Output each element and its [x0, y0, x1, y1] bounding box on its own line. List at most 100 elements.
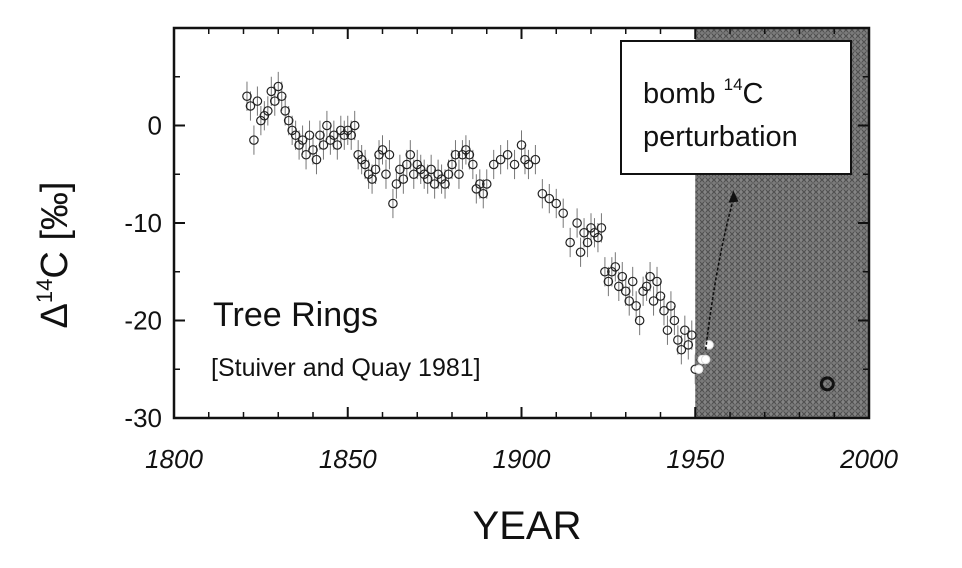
data-point [252, 96, 263, 106]
data-point [523, 159, 534, 170]
data-point [370, 164, 381, 175]
data-point [659, 305, 669, 316]
data-point [666, 301, 676, 311]
y-axis-title-superscript: 14 [32, 279, 57, 303]
citation-label: [Stuiver and Quay 1981] [211, 354, 481, 382]
data-point [464, 149, 475, 160]
data-point [412, 159, 423, 170]
data-point [391, 179, 402, 189]
data-point [377, 145, 388, 155]
data-point [353, 149, 363, 160]
data-point [332, 140, 343, 150]
data-point [461, 145, 471, 155]
data-point [301, 149, 311, 160]
data-point [335, 125, 346, 136]
data-point [440, 179, 450, 189]
data-point [415, 164, 426, 175]
data-point [450, 149, 461, 160]
bomb-data-point [700, 354, 711, 365]
annotation-box-line1: bomb 14C [643, 75, 763, 110]
data-point [454, 169, 464, 180]
x-tick-label: 2000 [839, 444, 898, 474]
x-tick-label: 1800 [145, 444, 203, 474]
x-tick-label: 1950 [666, 444, 724, 474]
data-point [311, 154, 322, 165]
annotation-box-c-text: C [743, 78, 764, 110]
data-point [537, 188, 548, 199]
bomb-arrow [704, 190, 739, 350]
data-point [572, 218, 582, 228]
bomb-data-point [694, 364, 704, 374]
series-label: Tree Rings [213, 296, 378, 334]
data-point [349, 120, 360, 131]
data-point [530, 154, 541, 165]
data-point [405, 149, 416, 160]
error-bars [246, 71, 696, 384]
annotation-box-superscript: 14 [724, 75, 743, 94]
data-point [575, 247, 586, 258]
data-point [297, 135, 308, 145]
data-point [318, 140, 329, 150]
data-point [686, 330, 697, 340]
y-tick-label: -30 [124, 403, 162, 433]
data-point [280, 106, 290, 116]
data-point [603, 276, 614, 287]
data-point [283, 115, 294, 126]
data-point [607, 266, 617, 277]
data-point [433, 169, 443, 180]
data-point [287, 125, 297, 136]
data-point [652, 276, 662, 287]
y-axis-title-delta: Δ [34, 303, 76, 328]
y-tick-labels: -30 -20 -10 0 [124, 111, 162, 434]
data-point [669, 315, 680, 326]
data-point [474, 179, 485, 189]
data-point [509, 159, 520, 170]
data-point [680, 325, 690, 336]
data-point [422, 174, 433, 184]
data-point [627, 276, 638, 287]
data-point [388, 198, 398, 209]
data-point [641, 281, 652, 292]
data-point [676, 344, 687, 355]
data-point [408, 169, 419, 180]
data-point [586, 223, 596, 233]
data-point [610, 262, 621, 272]
modern-data-point [819, 376, 835, 392]
data-point [419, 169, 429, 180]
data-point [596, 223, 607, 233]
data-point [613, 281, 624, 292]
data-point [429, 179, 440, 189]
data-point [662, 325, 673, 336]
data-point [638, 286, 648, 297]
data-point [471, 184, 482, 194]
data-point [360, 159, 370, 170]
data-point [381, 169, 391, 180]
x-tick-label: 1900 [493, 444, 551, 474]
data-point [402, 159, 412, 170]
data-point [624, 296, 635, 306]
y-axis-title-main: C [‰] [34, 182, 76, 279]
data-point [290, 130, 301, 141]
data-point [648, 296, 659, 306]
data-point [294, 140, 304, 150]
data-point [634, 315, 645, 326]
data-point [620, 286, 631, 297]
data-point [617, 271, 628, 282]
x-axis-title: YEAR [473, 504, 582, 548]
data-point [263, 106, 273, 116]
data-point [308, 145, 318, 155]
data-point [481, 179, 492, 189]
data-point [259, 110, 270, 121]
data-point [478, 188, 489, 199]
data-point [384, 149, 395, 160]
data-point [516, 140, 527, 150]
data-point [655, 291, 666, 301]
data-point [398, 174, 409, 184]
data-point [325, 135, 336, 145]
data-point [447, 159, 457, 170]
data-point [645, 271, 655, 282]
data-point [339, 130, 350, 141]
data-point [589, 227, 600, 238]
data-point [468, 159, 478, 170]
data-point [495, 154, 506, 165]
